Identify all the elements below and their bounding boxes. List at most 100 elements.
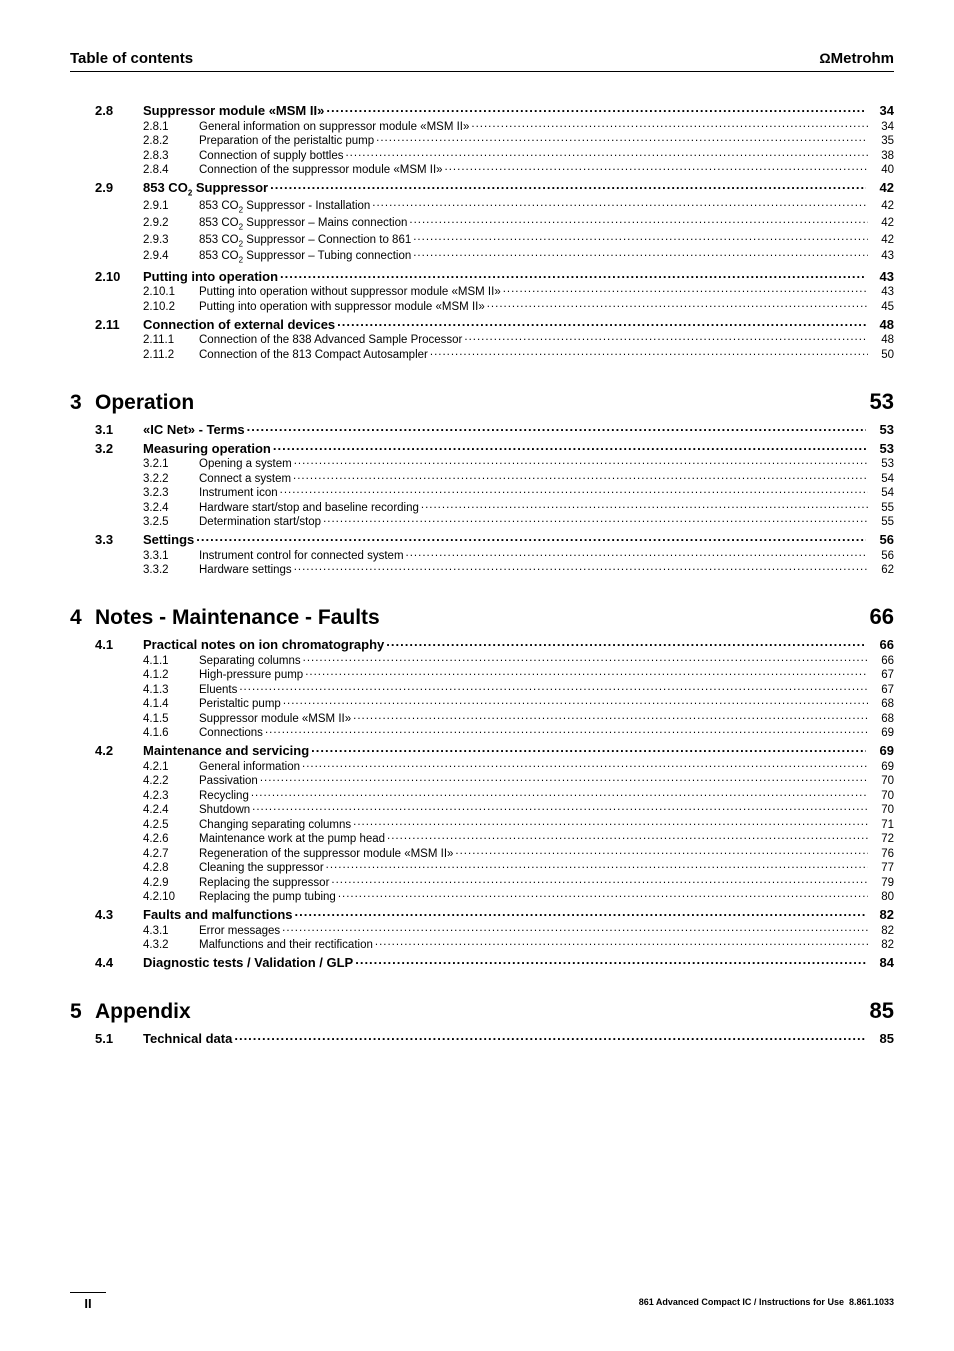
toc-entry-number: 2.10.1 bbox=[143, 286, 199, 298]
toc-entry-number: 3.2.4 bbox=[143, 502, 199, 514]
toc-entry-number: 3.2.2 bbox=[143, 473, 199, 485]
toc-leader bbox=[239, 681, 868, 693]
toc-chapter-row: 3Operation 53 bbox=[70, 389, 894, 415]
toc-entry-number: 4.3.1 bbox=[143, 925, 199, 937]
toc-entry-number: 2.11.2 bbox=[143, 349, 199, 361]
toc-chapter-row: 4Notes - Maintenance - Faults 66 bbox=[70, 604, 894, 630]
toc-section-row: 2.10Putting into operation 43 bbox=[95, 268, 894, 284]
toc-chapter-row: 5Appendix 85 bbox=[70, 998, 894, 1024]
toc-entry-title: Connect a system bbox=[199, 473, 293, 485]
toc-entry-title: General information bbox=[199, 761, 302, 773]
toc-entry-title: Eluents bbox=[199, 684, 239, 696]
toc-entry-number: 4.2.9 bbox=[143, 877, 199, 889]
toc-leader bbox=[353, 710, 868, 722]
toc-section-row: 2.11Connection of external devices 48 bbox=[95, 316, 894, 332]
toc-entry-title: Opening a system bbox=[199, 458, 294, 470]
toc-sub-row: 3.2.5Determination start/stop 55 bbox=[143, 514, 894, 529]
toc-sub-row: 3.3.1Instrument control for connected sy… bbox=[143, 547, 894, 562]
toc-entry-page: 82 bbox=[866, 907, 894, 922]
toc-entry-page: 50 bbox=[868, 349, 894, 361]
toc-entry-page: 68 bbox=[868, 713, 894, 725]
toc-entry-page: 54 bbox=[868, 473, 894, 485]
toc-entry-title: Replacing the pump tubing bbox=[199, 891, 338, 903]
toc-leader bbox=[326, 860, 868, 872]
toc-entry-title: High-pressure pump bbox=[199, 669, 305, 681]
toc-entry-title: Putting into operation bbox=[143, 269, 280, 284]
toc-entry-page: 69 bbox=[866, 743, 894, 758]
toc-entry-page: 76 bbox=[868, 848, 894, 860]
toc-sub-row: 2.9.4853 CO2 Suppressor – Tubing connect… bbox=[143, 248, 894, 265]
toc-entry-title: Settings bbox=[143, 532, 196, 547]
toc-entry-title: Operation bbox=[95, 391, 196, 415]
toc-entry-page: 53 bbox=[866, 422, 894, 437]
toc-sub-row: 3.2.2Connect a system 54 bbox=[143, 470, 894, 485]
toc-sub-row: 4.2.10Replacing the pump tubing 80 bbox=[143, 889, 894, 904]
toc-entry-page: 56 bbox=[866, 532, 894, 547]
toc-sub-row: 2.9.3853 CO2 Suppressor – Connection to … bbox=[143, 231, 894, 248]
toc-entry-number: 3 bbox=[70, 391, 95, 415]
toc-leader bbox=[386, 636, 866, 649]
toc-entry-title: Faults and malfunctions bbox=[143, 907, 295, 922]
toc-entry-number: 3.3.2 bbox=[143, 564, 199, 576]
toc-entry-number: 4.1 bbox=[95, 637, 143, 652]
toc-sub-row: 4.2.9Replacing the suppressor 79 bbox=[143, 874, 894, 889]
toc-entry-number: 2.8 bbox=[95, 103, 143, 118]
toc-entry-number: 4.2.10 bbox=[143, 891, 199, 903]
toc-entry-number: 4.2.6 bbox=[143, 833, 199, 845]
toc-entry-number: 2.9.3 bbox=[143, 234, 199, 246]
toc-entry-number: 4.2 bbox=[95, 743, 143, 758]
header-title: Table of contents bbox=[70, 50, 193, 67]
toc-entry-number: 4.3.2 bbox=[143, 939, 199, 951]
toc-sub-row: 2.11.2Connection of the 813 Compact Auto… bbox=[143, 346, 894, 361]
toc-entry-title: 853 CO2 Suppressor – Mains connection bbox=[199, 217, 409, 231]
toc-sub-row: 2.10.1Putting into operation without sup… bbox=[143, 284, 894, 299]
toc-entry-title: Suppressor module «MSM II» bbox=[143, 103, 326, 118]
toc-section-row: 4.1Practical notes on ion chromatography… bbox=[95, 636, 894, 652]
toc-entry-title: Connection of the 813 Compact Autosample… bbox=[199, 349, 430, 361]
toc-sub-row: 3.2.4Hardware start/stop and baseline re… bbox=[143, 499, 894, 514]
toc-entry-title: Separating columns bbox=[199, 655, 303, 667]
toc-entry-title: Connections bbox=[199, 727, 265, 739]
toc-leader bbox=[282, 922, 868, 934]
toc-entry-title: Recycling bbox=[199, 790, 251, 802]
toc-entry-page: 84 bbox=[866, 955, 894, 970]
toc-entry-page: 67 bbox=[868, 669, 894, 681]
toc-sub-row: 2.11.1Connection of the 838 Advanced Sam… bbox=[143, 332, 894, 347]
toc-section-row: 2.9853 CO2 Suppressor 42 bbox=[95, 179, 894, 198]
toc-leader bbox=[464, 332, 868, 344]
toc-section-row: 3.3Settings 56 bbox=[95, 531, 894, 547]
toc-entry-number: 4.1.5 bbox=[143, 713, 199, 725]
toc-entry-page: 82 bbox=[868, 925, 894, 937]
toc-entry-number: 2.11.1 bbox=[143, 334, 199, 346]
toc-leader bbox=[487, 298, 868, 310]
toc-sub-row: 4.3.2Malfunctions and their rectificatio… bbox=[143, 937, 894, 952]
toc-entry-page: 43 bbox=[866, 269, 894, 284]
toc-entry-number: 2.9 bbox=[95, 180, 143, 195]
toc-section-row: 2.8Suppressor module «MSM II» 34 bbox=[95, 102, 894, 118]
toc-entry-page: 77 bbox=[868, 862, 894, 874]
toc-leader bbox=[280, 268, 866, 281]
toc-entry-number: 2.11 bbox=[95, 317, 143, 332]
toc-sub-row: 4.2.4Shutdown 70 bbox=[143, 802, 894, 817]
toc-entry-number: 2.9.1 bbox=[143, 200, 199, 212]
toc-sub-row: 2.8.4Connection of the suppressor module… bbox=[143, 162, 894, 177]
toc-entry-number: 4 bbox=[70, 606, 95, 630]
toc-leader bbox=[293, 470, 868, 482]
toc-entry-number: 3.3.1 bbox=[143, 550, 199, 562]
toc-entry-page: 66 bbox=[868, 655, 894, 667]
toc-entry-title: Suppressor module «MSM II» bbox=[199, 713, 353, 725]
toc-leader bbox=[409, 214, 868, 226]
toc-entry-page: 48 bbox=[866, 317, 894, 332]
toc-entry-page: 85 bbox=[866, 1031, 894, 1046]
toc-sub-row: 4.2.3Recycling 70 bbox=[143, 787, 894, 802]
toc-leader bbox=[376, 133, 868, 145]
toc-section-row: 3.1«IC Net» - Terms 53 bbox=[95, 421, 894, 437]
toc-entry-page: 67 bbox=[868, 684, 894, 696]
table-of-contents: 2.8Suppressor module «MSM II» 342.8.1Gen… bbox=[95, 102, 894, 1046]
toc-entry-number: 3.2.5 bbox=[143, 516, 199, 528]
toc-entry-number: 4.1.6 bbox=[143, 727, 199, 739]
toc-section-row: 4.4Diagnostic tests / Validation / GLP 8… bbox=[95, 954, 894, 970]
toc-entry-page: 82 bbox=[868, 939, 894, 951]
toc-entry-number: 2.8.4 bbox=[143, 164, 199, 176]
toc-entry-page: 45 bbox=[868, 301, 894, 313]
